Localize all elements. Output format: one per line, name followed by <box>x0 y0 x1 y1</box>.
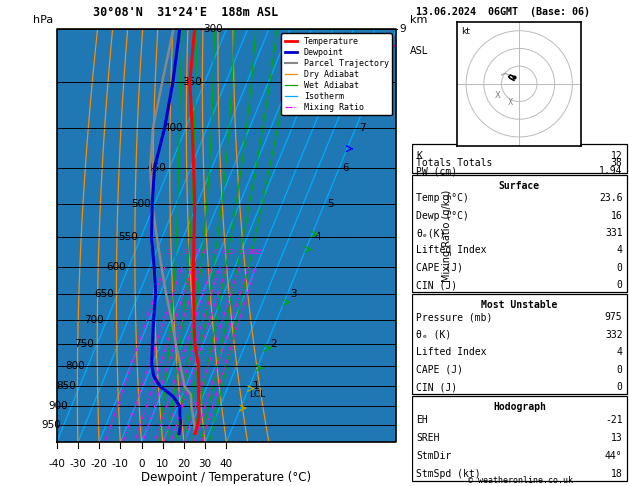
Text: 0: 0 <box>616 280 623 290</box>
Bar <box>412 144 627 173</box>
Text: 850: 850 <box>57 382 76 392</box>
Text: 7: 7 <box>359 123 365 133</box>
Text: 332: 332 <box>605 330 623 340</box>
Text: 550: 550 <box>118 232 138 242</box>
Text: 8: 8 <box>377 77 384 87</box>
Text: 400: 400 <box>163 123 182 133</box>
Text: km: km <box>410 15 427 25</box>
Text: 3: 3 <box>291 290 297 299</box>
Text: hPa: hPa <box>33 15 53 25</box>
Text: © weatheronline.co.uk: © weatheronline.co.uk <box>468 475 573 485</box>
Text: θₑ (K): θₑ (K) <box>416 330 452 340</box>
Text: StmDir: StmDir <box>416 451 452 461</box>
Text: 950: 950 <box>41 419 60 430</box>
Text: PW (cm): PW (cm) <box>416 166 457 176</box>
Text: SREH: SREH <box>416 433 440 443</box>
Text: 2: 2 <box>184 249 188 255</box>
Legend: Temperature, Dewpoint, Parcel Trajectory, Dry Adiabat, Wet Adiabat, Isotherm, Mi: Temperature, Dewpoint, Parcel Trajectory… <box>281 34 392 116</box>
Text: 38: 38 <box>611 158 623 168</box>
Text: 8: 8 <box>221 249 226 255</box>
Text: 4: 4 <box>314 232 321 242</box>
Text: Hodograph: Hodograph <box>493 402 546 412</box>
Text: Mixing Ratio (g/kg): Mixing Ratio (g/kg) <box>442 190 452 282</box>
Text: EH: EH <box>416 415 428 425</box>
Text: 18: 18 <box>611 469 623 480</box>
Text: Dewp (°C): Dewp (°C) <box>416 210 469 221</box>
Text: -40: -40 <box>48 459 65 469</box>
Text: 6: 6 <box>213 249 218 255</box>
Text: 4: 4 <box>202 249 206 255</box>
Text: 10: 10 <box>156 459 169 469</box>
Text: 500: 500 <box>131 199 151 209</box>
Text: Temp (°C): Temp (°C) <box>416 193 469 203</box>
Text: Most Unstable: Most Unstable <box>481 300 557 310</box>
Bar <box>412 294 627 394</box>
Text: -20: -20 <box>91 459 108 469</box>
Text: 0: 0 <box>616 263 623 273</box>
Text: Pressure (mb): Pressure (mb) <box>416 312 493 322</box>
Text: 20: 20 <box>248 249 257 255</box>
Text: 6: 6 <box>342 163 349 174</box>
Text: 15: 15 <box>238 249 247 255</box>
Text: 10: 10 <box>226 249 235 255</box>
Text: 0: 0 <box>616 365 623 375</box>
Text: -30: -30 <box>69 459 86 469</box>
Text: 300: 300 <box>204 24 223 34</box>
Text: 331: 331 <box>605 228 623 238</box>
Text: 13: 13 <box>611 433 623 443</box>
Text: StmSpd (kt): StmSpd (kt) <box>416 469 481 480</box>
Text: 4: 4 <box>616 245 623 256</box>
Text: 450: 450 <box>147 163 166 174</box>
Text: 30°08'N  31°24'E  188m ASL: 30°08'N 31°24'E 188m ASL <box>93 6 278 19</box>
Text: 25: 25 <box>255 249 264 255</box>
Text: 1: 1 <box>253 382 259 392</box>
Text: -10: -10 <box>112 459 129 469</box>
Text: 650: 650 <box>94 290 114 299</box>
Text: X: X <box>508 98 513 107</box>
Text: CIN (J): CIN (J) <box>416 280 457 290</box>
Text: Surface: Surface <box>499 181 540 191</box>
Text: 800: 800 <box>65 361 85 371</box>
Text: Lifted Index: Lifted Index <box>416 347 487 357</box>
Text: 900: 900 <box>48 401 69 411</box>
Text: CIN (J): CIN (J) <box>416 382 457 392</box>
Text: 5: 5 <box>328 199 334 209</box>
Text: 9: 9 <box>399 24 406 34</box>
Text: 16: 16 <box>611 210 623 221</box>
Text: 3: 3 <box>194 249 199 255</box>
Text: 40: 40 <box>220 459 233 469</box>
Text: 30: 30 <box>199 459 212 469</box>
Bar <box>412 175 627 292</box>
Text: 0: 0 <box>138 459 145 469</box>
Bar <box>412 396 627 481</box>
Text: X: X <box>495 91 501 100</box>
Text: CAPE (J): CAPE (J) <box>416 263 464 273</box>
Text: θₑ(K): θₑ(K) <box>416 228 446 238</box>
Text: 44°: 44° <box>605 451 623 461</box>
Text: 0: 0 <box>616 382 623 392</box>
Text: kt: kt <box>461 27 470 36</box>
Text: ASL: ASL <box>410 46 428 56</box>
Text: 20: 20 <box>177 459 191 469</box>
Text: LCL: LCL <box>249 390 265 399</box>
Text: 23.6: 23.6 <box>599 193 623 203</box>
Text: Lifted Index: Lifted Index <box>416 245 487 256</box>
Text: CAPE (J): CAPE (J) <box>416 365 464 375</box>
Text: 2: 2 <box>270 339 277 348</box>
Text: Totals Totals: Totals Totals <box>416 158 493 168</box>
Text: 1: 1 <box>166 249 171 255</box>
Text: 1.94: 1.94 <box>599 166 623 176</box>
Text: 12: 12 <box>611 151 623 160</box>
Text: 4: 4 <box>616 347 623 357</box>
Text: 700: 700 <box>84 315 104 325</box>
Text: 975: 975 <box>605 312 623 322</box>
Text: 13.06.2024  06GMT  (Base: 06): 13.06.2024 06GMT (Base: 06) <box>416 7 591 17</box>
Text: 600: 600 <box>106 262 125 272</box>
Text: Dewpoint / Temperature (°C): Dewpoint / Temperature (°C) <box>142 471 311 484</box>
Text: 750: 750 <box>74 339 94 348</box>
Text: -21: -21 <box>605 415 623 425</box>
Text: 350: 350 <box>182 77 201 87</box>
Text: K: K <box>416 151 422 160</box>
